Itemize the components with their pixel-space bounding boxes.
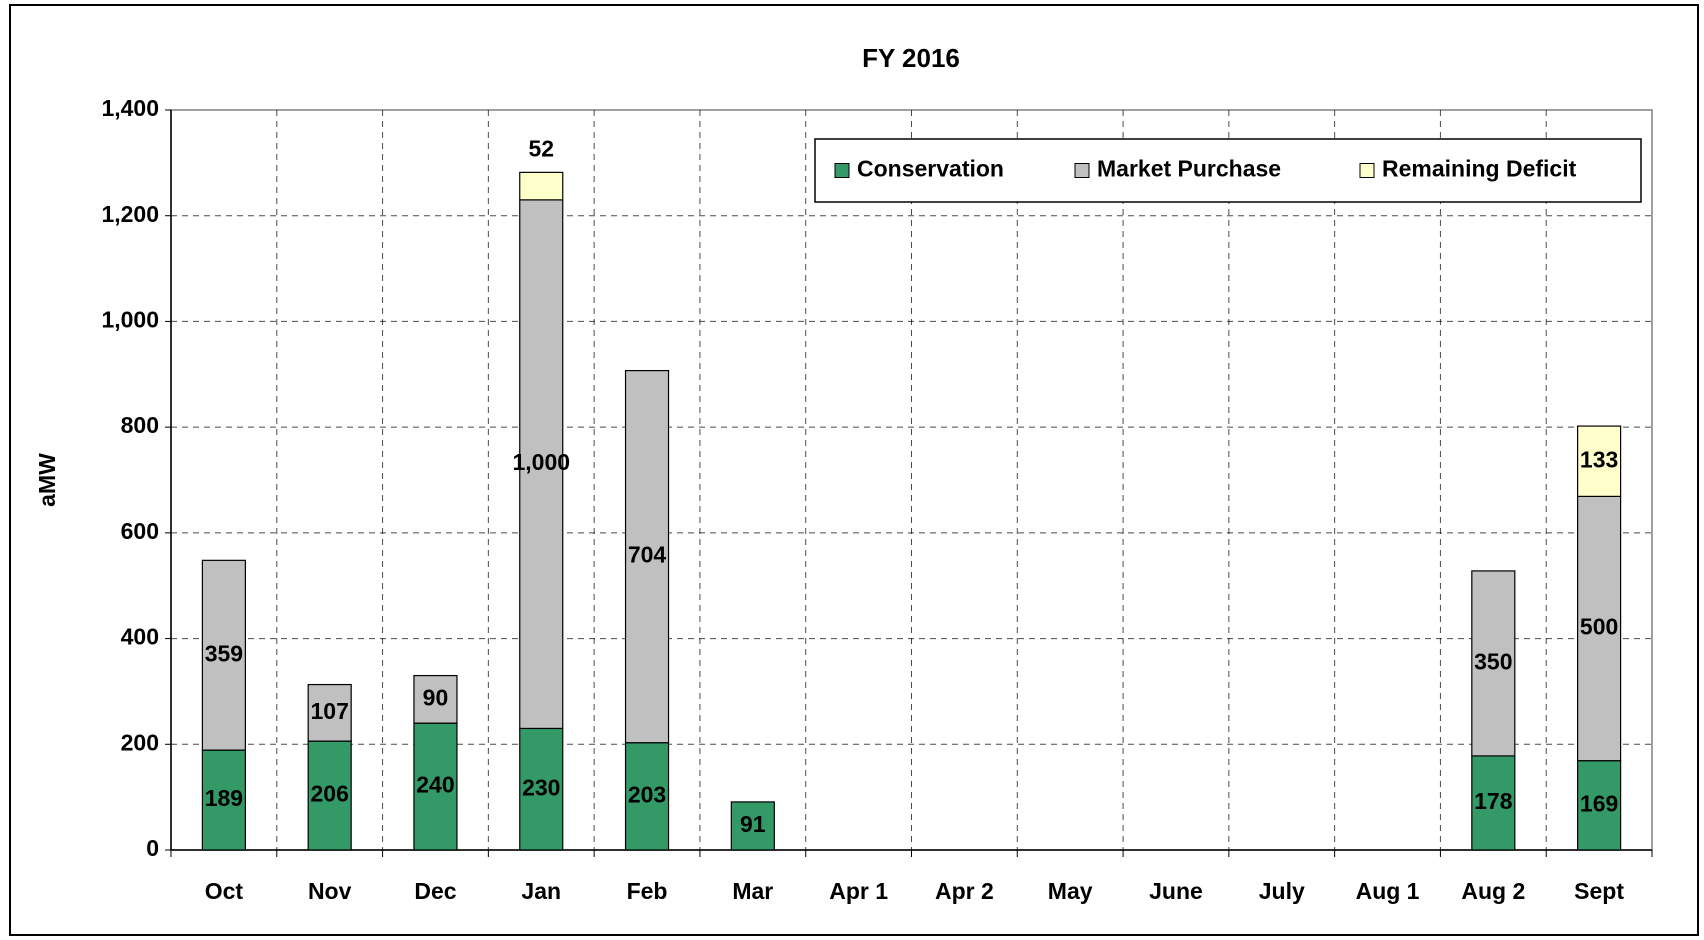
x-tick-label: Sept [1574,878,1624,904]
bar-segment [1471,570,1516,757]
y-tick-label: 600 [121,518,159,544]
data-label: 52 [528,135,554,161]
y-tick-label: 0 [146,835,159,861]
bar-segment [413,722,458,851]
bar-segment [1577,495,1622,762]
bar-segment [624,742,670,851]
data-label: 206 [310,781,348,807]
y-tick-label: 1,400 [101,95,159,121]
y-axis-label: aMW [34,453,60,507]
data-label: 133 [1580,446,1618,472]
legend-label: Conservation [857,156,1004,182]
bar-segment [201,559,246,751]
data-label: 90 [423,684,449,710]
x-tick-label: Feb [627,878,668,904]
data-label: 350 [1474,648,1512,674]
x-tick-label: Dec [414,878,456,904]
legend-swatch [1074,163,1090,178]
y-tick-label: 400 [121,624,159,650]
x-tick-label: June [1149,878,1203,904]
data-label: 189 [205,785,243,811]
bar-segment [413,674,458,724]
bar-segment [519,727,564,851]
data-label: 107 [310,698,348,724]
bar-segment [1471,755,1516,851]
data-label: 230 [522,774,560,800]
data-label: 240 [416,772,454,798]
bar-segment [624,369,670,744]
x-tick-label: Apr 2 [935,878,994,904]
data-label: 91 [740,811,766,837]
legend-swatch [1359,163,1375,178]
bar-segment [307,683,352,742]
x-tick-label: Nov [308,878,352,904]
data-label: 704 [628,542,667,568]
x-tick-label: May [1048,878,1093,904]
y-tick-label: 800 [121,412,159,438]
bar-segment [730,801,775,851]
x-tick-label: Apr 1 [829,878,888,904]
y-tick-label: 1,200 [101,201,159,227]
data-label: 1,000 [512,449,570,475]
bar-segment [519,199,564,730]
bar-segment [307,740,352,851]
x-tick-label: July [1259,878,1305,904]
chart-title: FY 2016 [862,43,960,73]
x-tick-label: Jan [521,878,561,904]
legend-box [814,138,1642,203]
data-label: 359 [205,640,243,666]
y-tick-label: 1,000 [101,307,159,333]
legend-swatch [834,163,850,178]
y-tick-label: 200 [121,729,159,755]
x-tick-label: Oct [205,878,244,904]
data-label: 203 [628,781,666,807]
legend-label: Remaining Deficit [1382,156,1577,182]
bar-segment [1577,425,1622,497]
data-label: 178 [1474,788,1513,814]
x-tick-label: Aug 1 [1356,878,1420,904]
x-tick-label: Aug 2 [1461,878,1525,904]
legend-label: Market Purchase [1097,156,1281,182]
data-label: 169 [1580,790,1618,816]
bar-segment [519,171,564,201]
x-tick-label: Mar [732,878,773,904]
data-label: 500 [1580,614,1618,640]
bar-segment [1577,760,1622,851]
